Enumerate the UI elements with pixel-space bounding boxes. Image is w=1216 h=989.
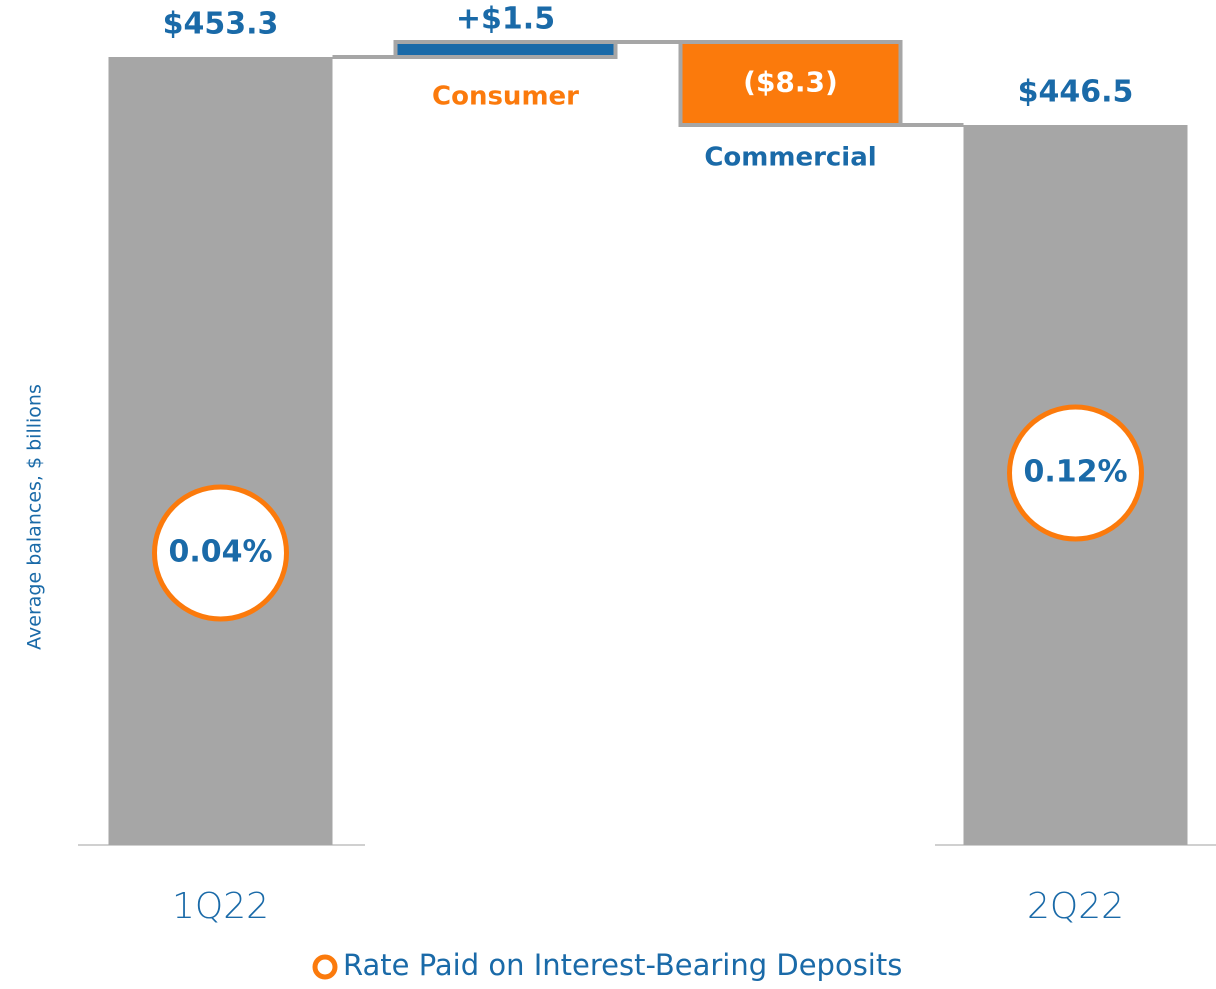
value-label: $446.5	[1018, 75, 1134, 110]
y-axis-label: Average balances, $ billions	[24, 384, 46, 650]
category-label: Consumer	[432, 82, 579, 112]
category-label: Commercial	[704, 143, 876, 173]
x-tick-label: 1Q22	[172, 886, 269, 927]
value-label: +$1.5	[456, 2, 555, 37]
bar	[393, 40, 618, 59]
legend-marker	[312, 954, 338, 980]
legend-label: Rate Paid on Interest-Bearing Deposits	[343, 948, 902, 982]
rate-label: 0.04%	[168, 535, 272, 570]
x-tick-label: 2Q22	[1027, 886, 1124, 927]
value-label: ($8.3)	[743, 66, 838, 99]
bar	[108, 57, 333, 845]
bar	[678, 40, 903, 127]
rate-bubble	[152, 484, 289, 622]
rate-label: 0.12%	[1023, 455, 1127, 490]
rate-bubble	[1007, 404, 1144, 542]
value-label: $453.3	[163, 7, 279, 42]
